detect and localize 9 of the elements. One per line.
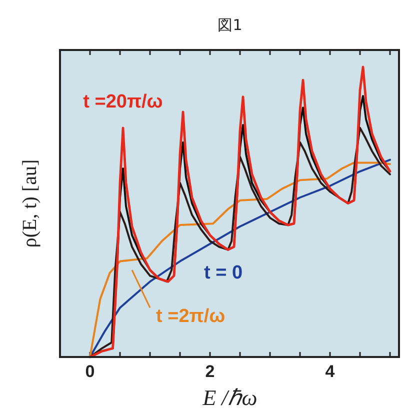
x-tick-label: 4 — [325, 362, 336, 381]
series-label: t = 0 — [204, 262, 243, 284]
x-tick-label: 2 — [205, 362, 215, 381]
x-tick-label: 0 — [85, 362, 95, 381]
x-axis-title: E /ℏω — [202, 385, 258, 410]
series-label: t =20π/ω — [83, 92, 163, 113]
legend-label: t =2π/ω — [156, 306, 226, 328]
y-axis-title: ρ(E, t) [au] — [19, 159, 41, 248]
chart-title: 図1 — [218, 16, 242, 34]
